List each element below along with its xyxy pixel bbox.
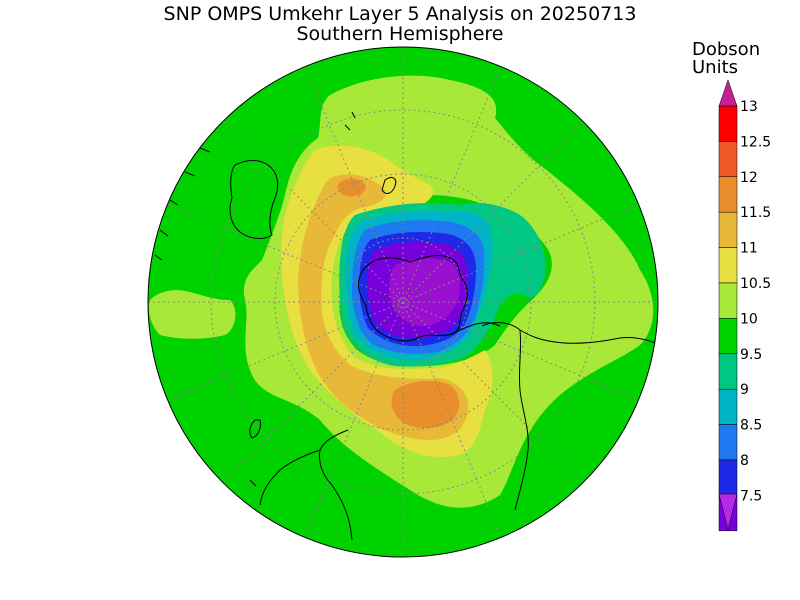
colorbar-labels: 13 12.5 12 11.5 11 10.5 10 9.5 9 8.5 8 7.5 [740, 99, 771, 504]
colorbar-level-label: 10 [740, 311, 758, 327]
units-label-dobson: Dobson [692, 39, 761, 60]
units-label-units: Units [692, 57, 739, 78]
colorbar-box [718, 282, 738, 319]
colorbar-box [718, 141, 738, 178]
colorbar-level-label: 12.5 [740, 134, 771, 150]
colorbar-box [718, 247, 738, 284]
colorbar-box [718, 105, 738, 142]
africa-coast [259, 429, 353, 541]
islands-north [169, 111, 356, 206]
antarctic-peninsula [451, 322, 501, 335]
colorbar-box [718, 211, 738, 248]
australia-coast [229, 160, 279, 239]
coastlines [154, 111, 658, 541]
map-border [147, 46, 659, 558]
colorbar-level-label: 8 [740, 453, 749, 469]
field-core-region [389, 258, 460, 327]
field-12-small [337, 178, 366, 197]
colorbar-level-label: 10.5 [740, 276, 771, 292]
longitude-grid [148, 47, 658, 557]
colorbar-box [718, 176, 738, 213]
map-subtitle: Southern Hemisphere [296, 23, 504, 45]
colorbar-level-label: 11 [740, 241, 758, 257]
colorbar-level-label: 12 [740, 170, 758, 186]
colorbar-box [718, 424, 738, 461]
field-12-region [391, 380, 460, 429]
field-11-5-region [298, 174, 469, 440]
colorbar-box [718, 459, 738, 496]
colorbar-level-label: 7.5 [740, 488, 762, 504]
colorbar-lower-triangle [718, 493, 738, 531]
islands-west [154, 229, 257, 487]
colorbar-upper-triangle [718, 79, 738, 107]
colorbar-level-label: 13 [740, 99, 758, 115]
colorbar-level-label: 9 [740, 382, 749, 398]
colorbar-box [718, 388, 738, 425]
colorbar-box [718, 318, 738, 355]
madagascar-coast [249, 419, 261, 439]
colorbar-level-label: 9.5 [740, 347, 762, 363]
south-america-coast [481, 322, 658, 511]
colorbar-box [718, 353, 738, 390]
colorbar-level-label: 8.5 [740, 418, 762, 434]
colorbar-boxes [718, 105, 738, 532]
colorbar-level-label: 11.5 [740, 205, 771, 221]
new-zealand-coast [381, 177, 397, 194]
map-title: SNP OMPS Umkehr Layer 5 Analysis on 2025… [163, 3, 637, 25]
